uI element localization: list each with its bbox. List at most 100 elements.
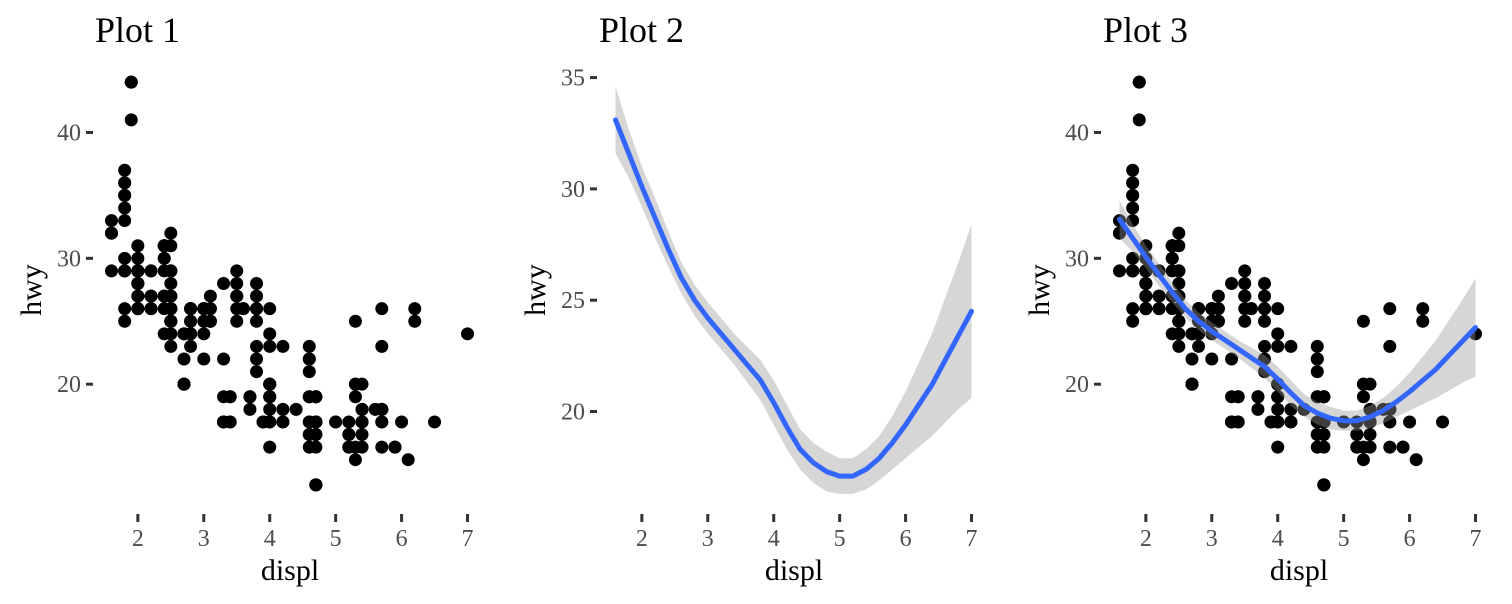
- data-point: [1396, 440, 1410, 454]
- data-point: [348, 453, 362, 467]
- data-point: [1165, 251, 1179, 265]
- data-point: [104, 226, 118, 240]
- data-point: [203, 289, 217, 303]
- data-point: [1271, 327, 1285, 341]
- data-point: [118, 201, 132, 215]
- data-point: [144, 264, 158, 278]
- data-point: [1383, 440, 1397, 454]
- data-point: [309, 478, 323, 492]
- data-point: [1152, 289, 1166, 303]
- data-point: [302, 428, 316, 442]
- data-point: [408, 314, 422, 328]
- data-point: [1258, 339, 1272, 353]
- data-point: [1132, 75, 1146, 89]
- data-point: [302, 352, 316, 366]
- data-point: [1284, 339, 1298, 353]
- smooth-line: [613, 117, 974, 479]
- data-point: [1310, 390, 1324, 404]
- data-point: [1244, 302, 1258, 316]
- data-point: [1416, 302, 1430, 316]
- data-point: [1238, 289, 1252, 303]
- data-point: [302, 339, 316, 353]
- data-point: [223, 390, 237, 404]
- data-point: [197, 302, 211, 316]
- plot-2-y-axis-title: hwy: [519, 264, 552, 316]
- data-point: [197, 352, 211, 366]
- data-point: [1271, 402, 1285, 416]
- data-point: [104, 214, 118, 228]
- plot-3-title: Plot 3: [1103, 10, 1188, 50]
- data-point: [124, 113, 138, 127]
- data-point: [250, 277, 264, 290]
- data-point: [184, 339, 198, 353]
- data-point: [1126, 163, 1140, 177]
- plot-3-y-axis-title: hwy: [1023, 264, 1056, 316]
- data-point: [124, 75, 138, 89]
- data-point: [1185, 377, 1199, 391]
- data-point: [395, 415, 409, 429]
- x-tick-label: 2: [132, 526, 144, 552]
- data-point: [1172, 277, 1186, 290]
- data-point: [276, 415, 290, 429]
- plot-1-x-axis-title: displ: [261, 554, 319, 587]
- data-point: [177, 352, 191, 366]
- data-point: [144, 289, 158, 303]
- plot-3-axes: 2 3 4 5 6 7 20 30 40: [1065, 120, 1482, 552]
- data-point: [1185, 352, 1199, 366]
- x-tick-label: 3: [1206, 526, 1218, 552]
- data-point: [250, 302, 264, 316]
- data-point: [263, 327, 277, 341]
- plot-1-title: Plot 1: [95, 10, 180, 50]
- data-point: [1310, 339, 1324, 353]
- data-point: [164, 327, 178, 341]
- data-point: [250, 314, 264, 328]
- data-point: [243, 402, 257, 416]
- data-point: [223, 415, 237, 429]
- data-point: [1112, 226, 1126, 240]
- data-point: [375, 302, 389, 316]
- data-point: [263, 390, 277, 404]
- y-tick-label: 25: [561, 288, 585, 314]
- data-point: [1409, 453, 1423, 467]
- data-point: [1205, 352, 1219, 366]
- y-tick-label: 35: [561, 66, 585, 92]
- data-point: [131, 264, 145, 278]
- data-point: [1317, 440, 1331, 454]
- data-point: [289, 402, 303, 416]
- data-point: [164, 226, 178, 240]
- data-point: [342, 415, 356, 429]
- data-point: [408, 302, 422, 316]
- data-point: [230, 264, 244, 278]
- x-tick-label: 6: [900, 526, 912, 552]
- plot-1-y-axis-title: hwy: [15, 264, 48, 316]
- data-point: [342, 440, 356, 454]
- data-point: [309, 415, 323, 429]
- data-point: [375, 415, 389, 429]
- y-tick-label: 40: [1065, 120, 1089, 146]
- data-point: [250, 289, 264, 303]
- x-tick-label: 5: [330, 526, 342, 552]
- data-point: [1205, 314, 1219, 328]
- panel-plot-3: Plot 3 2 3 4 5 6 7 20 30 40 displ hwy: [1023, 10, 1483, 587]
- data-point: [263, 402, 277, 416]
- data-point: [263, 415, 277, 429]
- data-point: [1363, 428, 1377, 442]
- data-point: [1126, 264, 1140, 278]
- data-point: [461, 327, 475, 341]
- data-point: [217, 352, 231, 366]
- data-point: [1271, 415, 1285, 429]
- data-point: [1271, 339, 1285, 353]
- data-point: [1231, 415, 1245, 429]
- data-point: [1350, 428, 1364, 442]
- data-point: [131, 277, 145, 290]
- data-point: [164, 302, 178, 316]
- data-point: [1356, 314, 1370, 328]
- data-point: [184, 327, 198, 341]
- data-point: [388, 440, 402, 454]
- plot-1-points: [104, 75, 475, 492]
- data-point: [157, 251, 171, 265]
- y-tick-label: 20: [57, 372, 81, 398]
- data-point: [309, 440, 323, 454]
- data-point: [144, 302, 158, 316]
- panel-plot-1: Plot 1 2 3 4 5 6 7 20 30 40 displ hwy: [15, 10, 475, 587]
